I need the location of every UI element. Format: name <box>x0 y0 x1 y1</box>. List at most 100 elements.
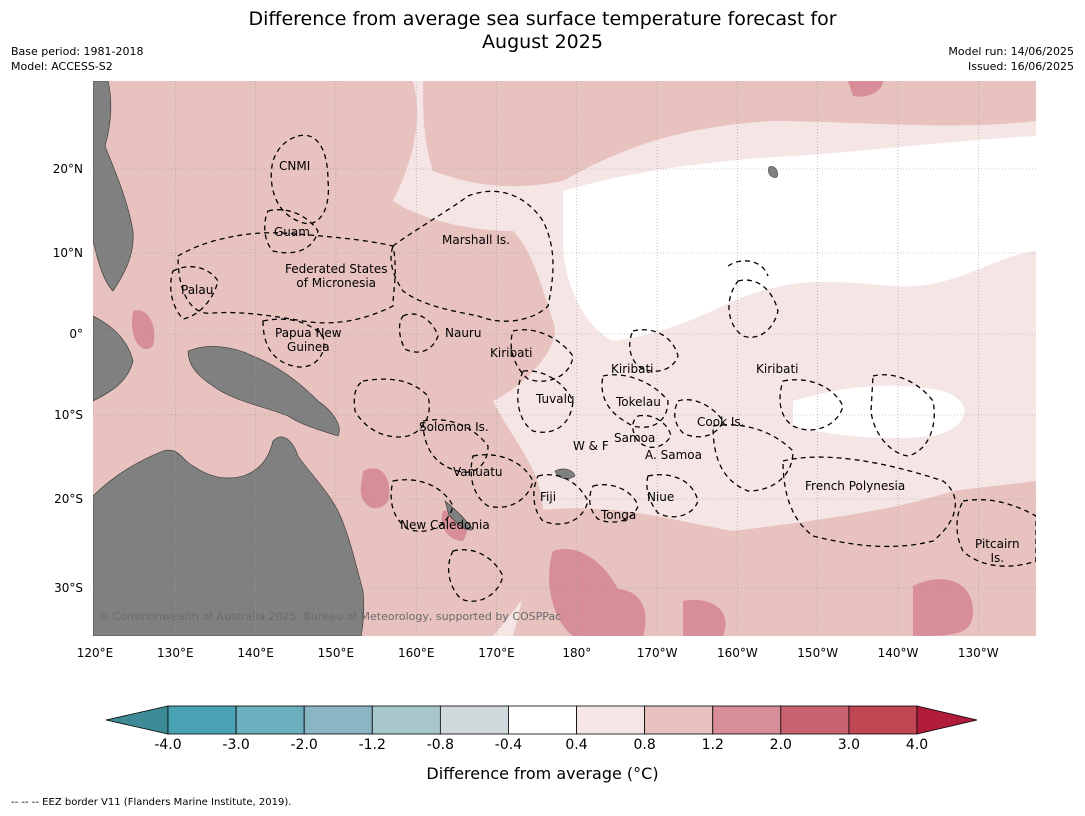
x-tick-label: 120°E <box>76 646 114 660</box>
label-vanuatu: Vanuatu <box>453 465 503 479</box>
meta-right: Model run: 14/06/2025 Issued: 16/06/2025 <box>948 44 1074 74</box>
colorbar-swatch <box>508 705 577 735</box>
colorbar-swatch <box>371 705 441 735</box>
label-cnmi: CNMI <box>279 159 311 173</box>
x-tick-label: 130°W <box>957 646 999 660</box>
colorbar-tick-label: -1.2 <box>358 737 386 753</box>
land-borneo-celebes <box>93 315 134 402</box>
label-kiribati-central: Kiribati <box>611 362 654 376</box>
colorbar-ticks: -4.0 -3.0 -2.0 -1.2 -0.8 -0.4 0.4 0.8 1.2 2.0 3.0 4… <box>0 737 1085 755</box>
colorbar-swatch <box>848 705 918 735</box>
colorbar-swatch <box>780 705 850 735</box>
label-kiribati-east: Kiribati <box>756 362 799 376</box>
anomaly-hot-3 <box>913 579 973 636</box>
colorbar-tick-label: 2.0 <box>769 737 792 753</box>
label-french-polynesia: French Polynesia <box>805 479 906 493</box>
colorbar-swatch <box>712 705 782 735</box>
label-kiribati-west: Kiribati <box>490 346 533 360</box>
label-pitcairn-line1: Pitcairn <box>975 537 1020 551</box>
label-samoa: Samoa <box>614 431 656 445</box>
label-niue: Niue <box>647 490 675 504</box>
colorbar-tick-label: -3.0 <box>222 737 250 753</box>
label-cook: Cook Is. <box>697 415 745 429</box>
x-tick-label: 170°W <box>636 646 678 660</box>
anomaly-hot-6 <box>848 81 883 97</box>
label-new-caledonia: New Caledonia <box>400 518 490 532</box>
map-title: Difference from average sea surface temp… <box>0 8 1085 54</box>
colorbar-swatch <box>439 705 509 735</box>
label-american-samoa: A. Samoa <box>645 448 702 462</box>
y-tick-label: 0° <box>69 327 83 341</box>
x-tick-label: 130°E <box>157 646 194 660</box>
label-pitcairn-line2: Is. <box>990 551 1005 565</box>
label-fsm-line1: Federated States <box>285 262 388 276</box>
colorbar-swatch <box>235 705 305 735</box>
x-tick-label: 150°E <box>317 646 355 660</box>
label-tokelau: Tokelau <box>616 395 661 409</box>
label-marshall: Marshall Is. <box>442 233 510 247</box>
label-guam: Guam <box>274 225 310 239</box>
y-tick-label: 10°S <box>54 408 83 422</box>
eez-footnote: -- -- -- EEZ border V11 (Flanders Marine… <box>11 797 292 808</box>
label-tuvalu: Tuvalu <box>536 392 575 406</box>
y-tick-label: 10°N <box>52 246 83 260</box>
x-tick-label: 160°E <box>397 646 435 660</box>
colorbar-tick-label: 0.8 <box>633 737 656 753</box>
label-fsm: Federated States of Micronesia <box>285 262 387 290</box>
land-philippines <box>93 81 134 292</box>
colorbar-max-arrow <box>916 705 978 735</box>
y-tick-label: 20°S <box>54 492 83 506</box>
model-run: Model run: 14/06/2025 <box>948 45 1074 58</box>
x-tick-label: 150°W <box>797 646 839 660</box>
label-fiji: Fiji <box>540 490 557 504</box>
label-palau: Palau <box>181 283 214 297</box>
anomaly-neutral-north <box>563 136 1036 341</box>
colorbar-tick-label: -0.8 <box>426 737 455 753</box>
label-tonga: Tonga <box>601 508 637 522</box>
x-tick-label: 180° <box>562 646 592 660</box>
x-tick-label: 140°W <box>877 646 919 660</box>
x-tick-label: 140°E <box>237 646 274 660</box>
label-png: Papua New Guinea <box>275 326 342 354</box>
label-fsm-line2: of Micronesia <box>296 276 377 290</box>
colorbar-tick-label: 3.0 <box>837 737 861 753</box>
map-title-line1: Difference from average sea surface temp… <box>248 8 837 30</box>
colorbar-tick-label: 4.0 <box>905 737 929 753</box>
issued-date: Issued: 16/06/2025 <box>967 60 1074 73</box>
anomaly-hot-4 <box>360 468 390 509</box>
anomaly-hot-2 <box>583 588 646 636</box>
anomaly-hot-5 <box>132 310 155 350</box>
label-pitcairn: Pitcairn Is. <box>975 537 1020 565</box>
gridlines <box>93 81 1036 636</box>
label-solomon: Solomon Is. <box>419 420 489 434</box>
label-png-line2: Guinea <box>287 340 330 354</box>
anomaly-warm-south <box>513 481 1036 636</box>
copyright-notice: © Commonwealth of Australia 2025, Bureau… <box>98 610 562 623</box>
x-tick-label: 160°W <box>717 646 758 660</box>
land-new-guinea <box>187 346 340 437</box>
label-png-line1: Papua New <box>275 326 342 340</box>
colorbar-swatch <box>167 705 237 735</box>
x-tick-label: 170°E <box>478 646 515 660</box>
anomaly-hot-8 <box>683 600 726 636</box>
colorbar-tick-label: -0.4 <box>494 737 523 753</box>
colorbar-min-arrow <box>106 705 169 735</box>
map-title-line2: August 2025 <box>482 31 603 53</box>
colorbar-tick-label: 1.2 <box>701 737 724 753</box>
anomaly-warm-north <box>423 81 1036 187</box>
land-australia <box>93 436 365 636</box>
colorbar-swatch <box>576 705 646 735</box>
meta-left: Base period: 1981-2018 Model: ACCESS-S2 <box>11 44 143 74</box>
base-period: Base period: 1981-2018 <box>11 45 144 58</box>
colorbar-tick-label: 0.4 <box>565 737 588 753</box>
label-nauru: Nauru <box>445 326 482 340</box>
eez-borders <box>170 134 1036 602</box>
map-canvas <box>93 81 1036 636</box>
land-hawaii <box>768 166 778 178</box>
colorbar-swatch <box>644 705 714 735</box>
colorbar-tick-label: -2.0 <box>290 737 318 753</box>
model-name: Model: ACCESS-S2 <box>11 60 113 73</box>
colorbar <box>106 705 978 735</box>
colorbar-title: Difference from average (°C) <box>426 764 659 783</box>
y-tick-label: 30°S <box>54 581 83 595</box>
